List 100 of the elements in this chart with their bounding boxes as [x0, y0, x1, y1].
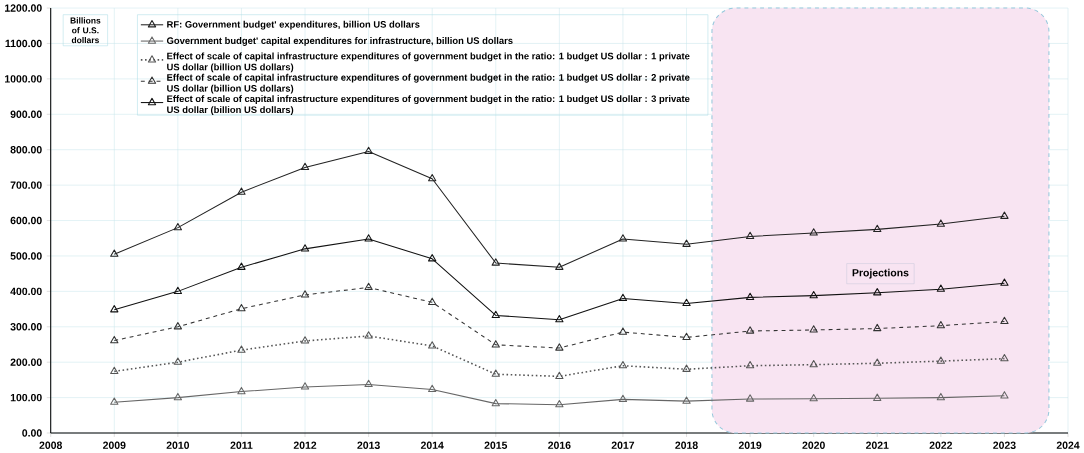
x-tick-label: 2008 [39, 441, 63, 449]
y-tick-label: 700.00 [10, 181, 42, 189]
point [173, 392, 183, 401]
x-tick-label: 2013 [357, 441, 380, 449]
point [364, 379, 373, 387]
point [300, 162, 310, 170]
x-tick-label: 2012 [293, 441, 317, 449]
point [745, 360, 755, 369]
point [555, 314, 564, 323]
point [173, 357, 183, 365]
point [555, 343, 564, 351]
point [491, 339, 500, 348]
point [237, 303, 246, 312]
point [745, 326, 755, 334]
point [873, 358, 882, 366]
x-tick-label: 2018 [675, 441, 698, 449]
point [873, 287, 882, 296]
point [555, 262, 564, 270]
point [936, 392, 945, 401]
point [873, 323, 882, 331]
point [173, 222, 183, 231]
point [300, 382, 310, 390]
point [110, 397, 119, 405]
x-tick-label: 2015 [484, 441, 508, 449]
point [682, 396, 691, 404]
point [110, 366, 119, 374]
point [428, 341, 437, 349]
point [428, 173, 437, 182]
point [1000, 316, 1009, 324]
point [618, 360, 628, 369]
point [491, 310, 500, 318]
y-tick-label: 1000.00 [5, 75, 42, 83]
point [364, 282, 373, 290]
point [682, 364, 691, 372]
point [1000, 278, 1009, 286]
point [745, 292, 755, 300]
point [809, 228, 818, 236]
point [682, 239, 691, 247]
point [300, 336, 310, 344]
point [364, 146, 373, 154]
point [745, 231, 755, 239]
point [936, 320, 945, 329]
point [1000, 353, 1009, 362]
y-tick-label: 600.00 [10, 216, 42, 225]
point [809, 290, 818, 299]
point [873, 224, 882, 232]
legend-label: Effect of scale of capital infrastructure expenditures of government budget in the ratio: 1 budget US dollar : 1 private US dollar (billion US dollars) [167, 52, 690, 73]
band-label: Projections [852, 268, 909, 279]
point [237, 345, 246, 353]
y-tick-label: 900.00 [10, 110, 42, 118]
point [237, 386, 246, 395]
x-tick-label: 2009 [103, 441, 126, 449]
point [110, 249, 119, 257]
y-tick-label: 400.00 [10, 287, 42, 295]
y-tick-label: 300.00 [10, 322, 42, 331]
x-tick-label: 2017 [611, 441, 635, 449]
legend-label: Government budget' capital expenditures for infrastructure, billion US dollars [166, 36, 513, 46]
point [936, 356, 945, 364]
point [300, 243, 310, 252]
point [1000, 390, 1009, 399]
point [300, 290, 310, 298]
y-tick-label: 100.00 [10, 393, 42, 402]
point [491, 369, 500, 377]
point [555, 399, 564, 408]
point [809, 359, 818, 368]
y-tick-label: 0.00 [22, 429, 42, 437]
point [364, 234, 373, 242]
point [618, 293, 628, 301]
point [173, 286, 183, 294]
y-axis-title: Billions of U.S. dollars [70, 17, 101, 43]
point [173, 321, 183, 330]
point [809, 325, 818, 333]
point [618, 234, 628, 242]
point [745, 394, 755, 402]
point [682, 332, 691, 340]
y-tick-label: 200.00 [10, 358, 42, 366]
point [110, 304, 119, 313]
point [428, 297, 437, 305]
point [809, 393, 818, 402]
y-tick-label: 1100.00 [5, 39, 42, 47]
point [555, 371, 564, 379]
point [873, 393, 882, 401]
point [110, 335, 119, 344]
point [936, 219, 945, 227]
point [237, 262, 246, 270]
y-tick-label: 1200.00 [5, 4, 42, 12]
x-tick-label: 2022 [929, 441, 953, 449]
point [936, 284, 945, 292]
x-tick-label: 2011 [230, 441, 253, 449]
x-tick-label: 2020 [802, 441, 825, 449]
point [237, 187, 246, 195]
legend-label: Effect of scale of capital infrastructure expenditures of government budget in the ratio: 1 budget US dollar : 3 private US dollar (billion US dollars) [167, 94, 690, 115]
x-tick-label: 2019 [738, 441, 762, 449]
x-tick-label: 2016 [548, 441, 571, 449]
legend-label: RF: Government budget' expenditures, billion US dollars [167, 20, 420, 30]
point [428, 384, 437, 392]
point [364, 331, 373, 339]
x-tick-label: 2014 [420, 441, 444, 449]
point [428, 253, 437, 262]
x-tick-label: 2024 [1056, 441, 1080, 449]
